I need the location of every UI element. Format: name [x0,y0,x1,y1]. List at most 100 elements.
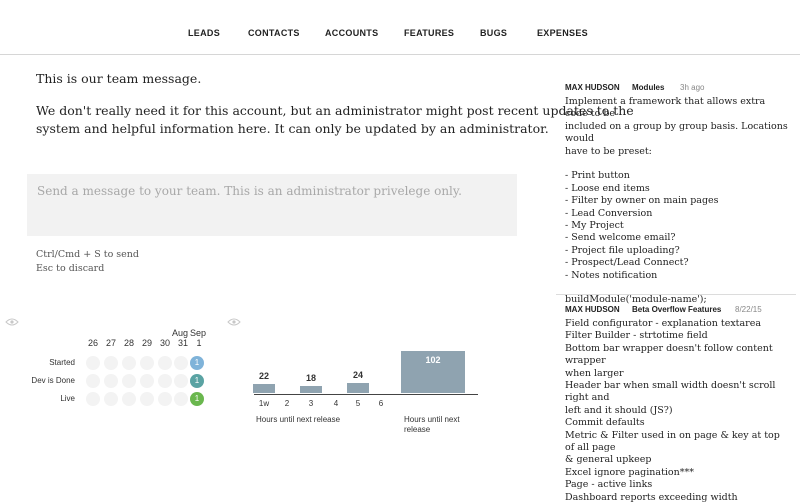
x-tick-label: 5 [355,399,361,408]
status-dot-empty [122,392,136,406]
chart-bar[interactable] [347,383,369,393]
post-line: left and it should (JS?) [565,404,673,416]
post-line: when larger [565,367,624,379]
status-dot-empty [122,374,136,388]
status-count-badge[interactable]: 1 [190,392,204,406]
post-line [565,158,790,170]
post-line [565,282,790,294]
chart-caption-right: Hours until next release [404,415,460,434]
month-header: Sep [189,328,206,338]
status-dot-empty [158,356,172,370]
post-author[interactable]: MAX HUDSON [565,305,620,314]
post-line: included on a group by group basis. Loca… [565,120,791,145]
post-line: Dashboard reports exceeding width [565,491,738,503]
status-count-badge[interactable]: 1 [190,374,204,388]
status-dot-empty [86,392,100,406]
post-line: - Prospect/Lead Connect? [565,257,689,269]
post-body: Field configurator - explanation textare… [565,318,790,504]
status-dot-empty [104,374,118,388]
status-dot-empty [158,374,172,388]
discard-shortcut-hint: Esc to discard [36,263,105,274]
post-line: Page - active links [565,479,653,491]
status-dot-empty [174,392,188,406]
post-topic[interactable]: Beta Overflow Features [632,305,722,314]
day-header: 31 [177,338,188,348]
status-dot-empty [104,356,118,370]
day-header: 28 [123,338,134,348]
status-dot-empty [122,356,136,370]
post-line: - Print button [565,170,630,182]
nav-leads[interactable]: LEADS [188,28,221,38]
post-line: - Loose end items [565,182,650,194]
status-row-label: Live [60,394,75,403]
chart-bar[interactable] [253,384,275,393]
post-author[interactable]: MAX HUDSON [565,83,620,92]
team-message-body-line2: system and helpful information here. It … [36,121,549,136]
post-line: Commit defaults [565,417,645,429]
top-nav: LEADS CONTACTS ACCOUNTS FEATURES BUGS EX… [0,0,800,55]
nav-features[interactable]: FEATURES [404,28,455,38]
status-dot-empty [140,392,154,406]
status-dot-empty [104,392,118,406]
post-line: have to be preset: [565,145,652,157]
status-count-badge[interactable]: 1 [190,356,204,370]
chart-bar[interactable] [300,386,322,393]
post-line: Implement a framework that allows extra … [565,96,769,120]
post-line: - Lead Conversion [565,207,653,219]
post-body: Implement a framework that allows extra … [565,96,790,307]
eye-icon[interactable] [227,318,241,326]
post-line: - Notes notification [565,269,658,281]
post-line: - My Project [565,220,624,232]
day-header: 29 [141,338,152,348]
nav-accounts[interactable]: ACCOUNTS [325,28,379,38]
feed-divider [556,294,796,295]
chart-caption-left: Hours until next release [256,415,341,424]
post-line: - Send welcome email? [565,232,676,244]
x-tick-label: 4 [333,399,339,408]
post-line: & general upkeep [565,454,652,466]
status-dot-empty [86,374,100,388]
send-shortcut-hint: Ctrl/Cmd + S to send [36,249,140,260]
status-row-label: Dev is Done [31,376,75,385]
chart-bar[interactable] [401,351,465,393]
day-header: 26 [87,338,98,348]
status-dot-empty [158,392,172,406]
status-row-label: Started [49,358,75,367]
x-tick-label: 2 [284,399,290,408]
post-line: Bottom bar wrapper doesn't follow conten… [565,342,776,367]
post-time: 8/22/15 [735,305,762,314]
team-message-input[interactable] [35,182,509,236]
bar-value-label: 24 [352,370,363,380]
status-dot-empty [140,374,154,388]
bar-value-label: 102 [425,355,441,365]
x-tick-label: 1w [258,399,270,408]
bar-value-label: 18 [305,373,316,383]
status-dot-empty [174,374,188,388]
nav-expenses[interactable]: EXPENSES [537,28,588,38]
nav-bugs[interactable]: BUGS [480,28,508,38]
day-header: 30 [159,338,170,348]
status-dot-empty [86,356,100,370]
nav-contacts[interactable]: CONTACTS [248,28,300,38]
status-dot-empty [140,356,154,370]
post-time: 3h ago [680,83,705,92]
month-header: Aug [171,328,188,338]
post-topic[interactable]: Modules [632,83,665,92]
bar-value-label: 22 [258,371,269,381]
post-line: Excel ignore pagination*** [565,466,695,478]
eye-icon[interactable] [5,318,19,326]
post-line: buildModule('module-name'); [565,294,707,306]
post-line: Metric & Filter used in on page & key at… [565,429,783,454]
status-dot-empty [174,356,188,370]
team-message-body-line1: We don't really need it for this account… [36,103,634,118]
post-line: - Project file uploading? [565,244,680,256]
day-header: 1 [196,338,202,348]
post-line: Field configurator - explanation textare… [565,318,761,329]
x-axis-line [254,394,478,395]
team-message-composer [27,174,517,236]
x-tick-label: 6 [378,399,384,408]
team-message-intro: This is our team message. [36,71,202,86]
post-line: - Filter by owner on main pages [565,195,719,207]
day-header: 27 [105,338,116,348]
x-tick-label: 3 [308,399,314,408]
